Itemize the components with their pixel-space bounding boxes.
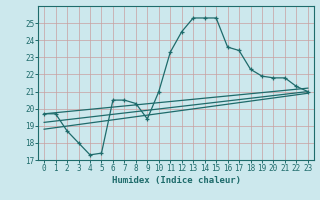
X-axis label: Humidex (Indice chaleur): Humidex (Indice chaleur)	[111, 176, 241, 185]
